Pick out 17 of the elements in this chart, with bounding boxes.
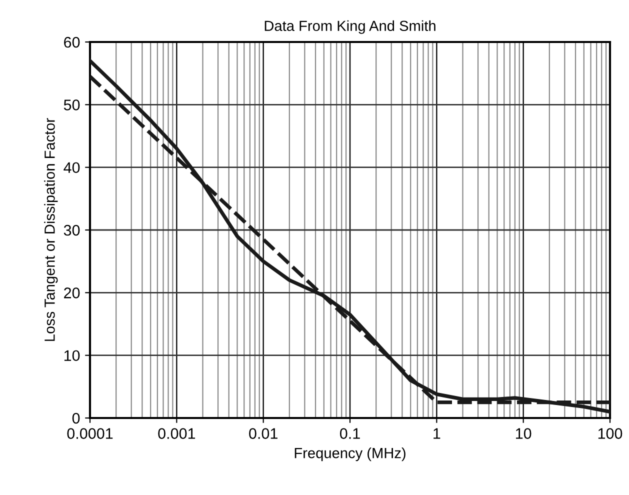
y-axis-title: Loss Tangent or Dissipation Factor	[44, 118, 58, 341]
y-tick-label: 10	[64, 350, 80, 362]
x-axis-title: Frequency (MHz)	[294, 448, 406, 462]
y-tick-label: 60	[64, 36, 80, 48]
y-tick-label: 0	[72, 412, 80, 424]
y-tick-label: 50	[64, 100, 80, 110]
x-tick-label: 100	[598, 428, 622, 439]
y-tick-label: 30	[64, 224, 80, 236]
x-tick-label: 0.1	[340, 428, 360, 439]
x-tick-label: 10	[516, 428, 532, 439]
chart-title: Data From King And Smith	[264, 20, 436, 34]
y-tick-label: 20	[64, 288, 80, 298]
y-tick-label: 40	[64, 162, 80, 174]
x-tick-label: 0.001	[158, 428, 196, 439]
x-tick-label: 0.01	[249, 428, 278, 439]
x-tick-label: 1	[434, 428, 440, 439]
x-tick-label: 0.0001	[67, 428, 113, 439]
